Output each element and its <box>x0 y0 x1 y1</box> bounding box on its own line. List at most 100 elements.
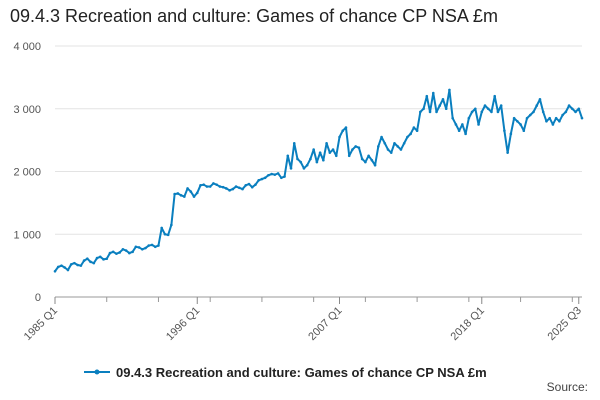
data-point[interactable] <box>153 245 157 249</box>
data-point[interactable] <box>354 145 357 148</box>
data-point[interactable] <box>186 187 189 190</box>
data-point[interactable] <box>406 135 409 139</box>
data-point[interactable] <box>76 263 79 267</box>
data-point[interactable] <box>105 257 109 261</box>
data-point[interactable] <box>532 110 535 114</box>
data-point[interactable] <box>483 104 487 107</box>
data-point[interactable] <box>286 154 290 158</box>
data-point[interactable] <box>331 148 335 151</box>
data-point[interactable] <box>280 176 283 180</box>
data-point[interactable] <box>250 185 254 189</box>
data-point[interactable] <box>425 94 429 98</box>
data-point[interactable] <box>170 223 173 227</box>
data-point[interactable] <box>419 110 422 114</box>
data-point[interactable] <box>270 172 273 176</box>
data-point[interactable] <box>477 123 480 126</box>
data-point[interactable] <box>137 246 141 249</box>
data-point[interactable] <box>302 167 306 170</box>
data-point[interactable] <box>183 195 186 198</box>
data-point[interactable] <box>386 148 390 151</box>
data-point[interactable] <box>467 116 471 120</box>
data-point[interactable] <box>545 120 548 123</box>
data-point[interactable] <box>192 195 196 198</box>
data-point[interactable] <box>428 110 432 114</box>
data-point[interactable] <box>108 251 112 255</box>
data-point[interactable] <box>548 116 551 120</box>
data-point[interactable] <box>147 244 151 247</box>
data-point[interactable] <box>189 190 193 193</box>
data-point[interactable] <box>131 250 134 254</box>
data-point[interactable] <box>499 104 503 107</box>
data-point[interactable] <box>493 94 497 98</box>
data-point[interactable] <box>102 258 105 261</box>
data-point[interactable] <box>111 250 115 254</box>
data-point[interactable] <box>367 154 370 158</box>
data-point[interactable] <box>95 256 99 260</box>
data-point[interactable] <box>328 151 332 154</box>
data-point[interactable] <box>541 110 545 114</box>
data-point[interactable] <box>325 141 328 145</box>
data-point[interactable] <box>551 123 555 126</box>
data-point[interactable] <box>86 257 89 261</box>
data-point[interactable] <box>516 120 519 123</box>
data-point[interactable] <box>535 104 539 107</box>
data-point[interactable] <box>63 266 66 269</box>
data-point[interactable] <box>315 160 319 164</box>
data-point[interactable] <box>157 244 160 247</box>
data-point[interactable] <box>128 251 131 255</box>
data-point[interactable] <box>53 269 57 273</box>
data-point[interactable] <box>257 178 260 182</box>
data-point[interactable] <box>525 116 529 120</box>
data-point[interactable] <box>247 182 251 186</box>
data-point[interactable] <box>134 245 138 249</box>
data-point[interactable] <box>435 110 438 114</box>
data-point[interactable] <box>273 173 277 176</box>
data-point[interactable] <box>92 261 96 265</box>
data-point[interactable] <box>276 172 280 175</box>
data-point[interactable] <box>69 263 73 266</box>
data-point[interactable] <box>577 107 581 111</box>
data-point[interactable] <box>506 151 509 154</box>
data-point[interactable] <box>292 141 296 145</box>
data-point[interactable] <box>344 126 348 129</box>
data-point[interactable] <box>444 107 448 111</box>
data-point[interactable] <box>195 191 199 195</box>
data-point[interactable] <box>580 116 584 120</box>
data-point[interactable] <box>124 249 128 252</box>
data-point[interactable] <box>490 110 493 114</box>
data-point[interactable] <box>140 248 144 251</box>
data-point[interactable] <box>454 123 458 126</box>
data-point[interactable] <box>571 107 574 111</box>
data-point[interactable] <box>322 158 325 162</box>
data-point[interactable] <box>79 264 83 267</box>
data-point[interactable] <box>160 226 163 230</box>
data-point[interactable] <box>351 148 354 151</box>
data-point[interactable] <box>66 268 70 272</box>
data-point[interactable] <box>218 185 222 188</box>
data-point[interactable] <box>558 120 561 123</box>
data-point[interactable] <box>522 129 526 133</box>
data-point[interactable] <box>244 184 248 187</box>
data-point[interactable] <box>144 246 147 250</box>
data-point[interactable] <box>470 110 474 114</box>
data-point[interactable] <box>309 157 312 161</box>
data-point[interactable] <box>567 104 571 107</box>
data-point[interactable] <box>231 187 235 191</box>
data-point[interactable] <box>241 187 244 191</box>
data-point[interactable] <box>234 185 238 188</box>
data-point[interactable] <box>118 251 121 254</box>
data-point[interactable] <box>82 259 86 262</box>
data-point[interactable] <box>215 183 218 186</box>
data-point[interactable] <box>299 160 303 164</box>
data-point[interactable] <box>289 167 293 170</box>
data-point[interactable] <box>341 129 345 133</box>
data-point[interactable] <box>370 158 374 162</box>
data-point[interactable] <box>554 116 558 120</box>
data-point[interactable] <box>98 255 102 259</box>
data-point[interactable] <box>296 157 299 161</box>
data-point[interactable] <box>179 194 183 197</box>
data-point[interactable] <box>412 126 416 129</box>
data-point[interactable] <box>474 107 477 111</box>
data-point[interactable] <box>347 154 351 158</box>
data-point[interactable] <box>360 157 364 161</box>
